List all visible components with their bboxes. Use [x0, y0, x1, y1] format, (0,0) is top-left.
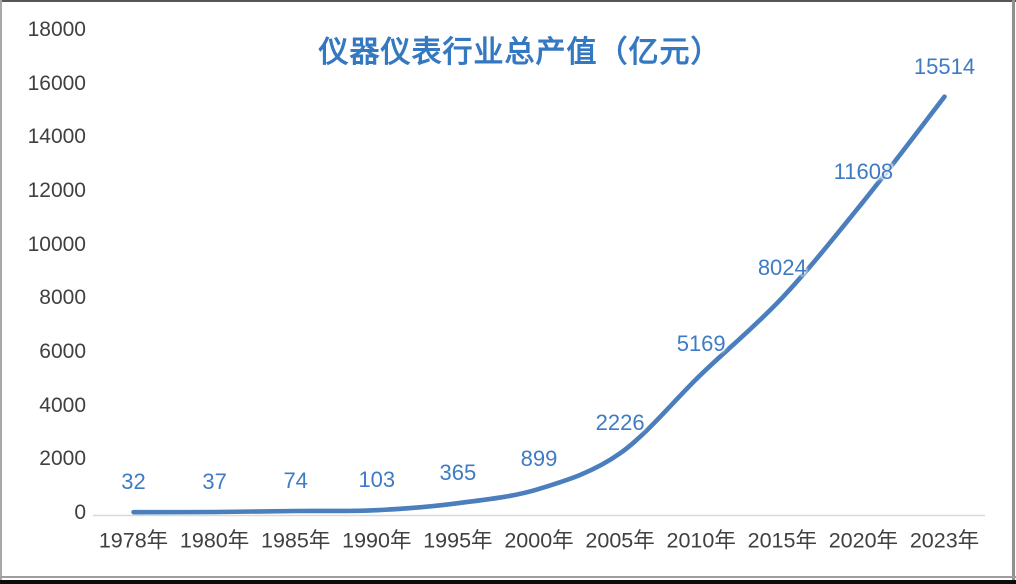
y-tick-label: 12000	[27, 179, 86, 202]
y-tick-label: 10000	[27, 232, 86, 256]
frame-border-bottom-line	[0, 576, 1016, 578]
data-label: 32	[121, 469, 146, 495]
data-label: 37	[202, 469, 227, 494]
data-label: 15514	[913, 53, 976, 79]
y-tick-label: 2000	[39, 447, 86, 471]
x-tick-label: 1990年	[342, 528, 412, 553]
y-tick-label: 16000	[27, 71, 86, 95]
data-label: 103	[358, 467, 396, 493]
y-tick-label: 0	[74, 501, 86, 524]
data-label: 5169	[676, 331, 726, 357]
x-tick-label: 2020年	[828, 528, 899, 553]
x-tick-label: 2023年	[909, 528, 980, 553]
series-line	[131, 94, 947, 515]
frame-border-bottom-bar	[0, 580, 1016, 584]
x-tick-label: 1985年	[261, 528, 331, 553]
data-label: 11608	[833, 158, 894, 184]
y-tick-label: 4000	[39, 393, 86, 417]
data-label: 74	[283, 468, 308, 493]
x-tick-label: 1995年	[423, 528, 493, 553]
x-tick-label: 1980年	[179, 528, 250, 553]
frame-border-left	[0, 0, 2, 584]
data-label: 8024	[757, 254, 807, 280]
chart-title: 仪器仪表行业总产值（亿元）	[318, 36, 722, 69]
x-tick-label: 2010年	[666, 528, 736, 553]
data-label: 365	[439, 460, 477, 486]
x-tick-label: 1978年	[98, 528, 169, 553]
x-tick-label: 2015年	[747, 528, 817, 553]
y-tick-label: 6000	[39, 340, 86, 363]
y-tick-label: 14000	[27, 125, 86, 149]
frame-border-top	[0, 0, 1016, 2]
x-tick-label: 2000年	[504, 528, 574, 553]
y-tick-label: 18000	[27, 18, 86, 41]
data-label: 899	[520, 445, 558, 471]
x-tick-label: 2005年	[585, 528, 655, 553]
frame-border-right	[1012, 0, 1015, 584]
y-tick-label: 8000	[39, 286, 86, 310]
data-label: 2226	[595, 410, 645, 436]
